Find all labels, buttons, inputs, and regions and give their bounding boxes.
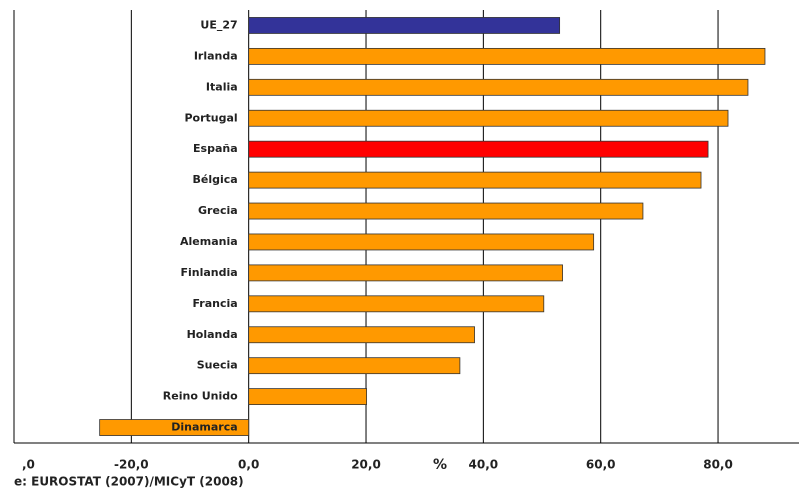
category-label: Portugal bbox=[184, 111, 237, 124]
category-label: Grecia bbox=[198, 204, 238, 217]
bar bbox=[248, 109, 729, 127]
bar bbox=[248, 233, 595, 251]
category-label: Reino Unido bbox=[163, 390, 238, 403]
bar bbox=[248, 171, 702, 189]
bar bbox=[248, 17, 561, 34]
bar bbox=[248, 140, 709, 158]
bar bbox=[248, 47, 766, 65]
x-tick-label: 40,0 bbox=[469, 458, 499, 472]
source-note: e: EUROSTAT (2007)/MICyT (2008) bbox=[14, 475, 244, 489]
category-label: Suecia bbox=[197, 359, 238, 372]
bar bbox=[99, 419, 250, 436]
category-label: UE_27 bbox=[200, 18, 237, 31]
x-tick-label: 20,0 bbox=[351, 458, 381, 472]
category-label: Alemania bbox=[180, 235, 238, 248]
category-label: Irlanda bbox=[194, 49, 238, 62]
bar bbox=[248, 78, 749, 96]
x-tick-label: 60,0 bbox=[586, 458, 616, 472]
category-label: Dinamarca bbox=[171, 421, 237, 434]
bar bbox=[248, 295, 545, 313]
bar bbox=[248, 388, 368, 406]
x-tick-label: 0,0 bbox=[238, 458, 259, 472]
x-axis-label: % bbox=[433, 457, 447, 473]
bar bbox=[248, 202, 644, 220]
bar bbox=[248, 264, 563, 282]
x-tick-label: 80,0 bbox=[703, 458, 733, 472]
category-label: España bbox=[193, 142, 238, 155]
x-tick-label: ,0 bbox=[22, 458, 35, 472]
x-tick-label: -20,0 bbox=[114, 458, 149, 472]
category-label: Italia bbox=[206, 80, 238, 93]
bar bbox=[248, 326, 475, 344]
bar bbox=[248, 357, 461, 375]
category-label: Holanda bbox=[187, 328, 238, 341]
category-label: Francia bbox=[192, 297, 237, 310]
category-label: Finlandia bbox=[180, 266, 237, 279]
category-label: Bélgica bbox=[192, 173, 237, 186]
